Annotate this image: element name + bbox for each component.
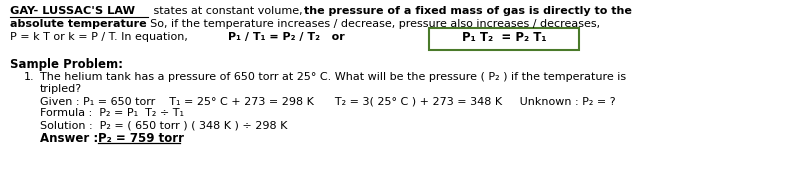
Text: . So, if the temperature increases / decrease, pressure also increases / decreas: . So, if the temperature increases / dec… [143, 19, 600, 29]
Text: states at constant volume,: states at constant volume, [149, 6, 306, 16]
Text: P₁ / T₁ = P₂ / T₂   or: P₁ / T₁ = P₂ / T₂ or [227, 32, 344, 42]
FancyBboxPatch shape [429, 28, 580, 50]
Text: tripled?: tripled? [40, 84, 82, 94]
Text: 1.: 1. [24, 72, 35, 82]
Text: absolute temperature: absolute temperature [10, 19, 146, 29]
Text: Answer :: Answer : [40, 132, 107, 145]
Text: Solution :  P₂ = ( 650 torr ) ( 348 K ) ÷ 298 K: Solution : P₂ = ( 650 torr ) ( 348 K ) ÷… [40, 120, 287, 130]
Text: Sample Problem:: Sample Problem: [10, 58, 123, 71]
Text: Given : P₁ = 650 torr    T₁ = 25° C + 273 = 298 K      T₂ = 3( 25° C ) + 273 = 3: Given : P₁ = 650 torr T₁ = 25° C + 273 =… [40, 96, 615, 106]
Text: Formula :  P₂ = P₁  T₂ ÷ T₁: Formula : P₂ = P₁ T₂ ÷ T₁ [40, 108, 184, 118]
Text: The helium tank has a pressure of 650 torr at 25° C. What will be the pressure (: The helium tank has a pressure of 650 to… [40, 72, 626, 82]
Text: P₁ T₂  = P₂ T₁: P₁ T₂ = P₂ T₁ [462, 31, 547, 44]
Text: P = k T or k = P / T. In equation,: P = k T or k = P / T. In equation, [10, 32, 195, 42]
Text: GAY- LUSSAC'S LAW: GAY- LUSSAC'S LAW [10, 6, 135, 16]
Text: P₂ = 759 torr: P₂ = 759 torr [98, 132, 184, 145]
Text: the pressure of a fixed mass of gas is directly to the: the pressure of a fixed mass of gas is d… [304, 6, 631, 16]
